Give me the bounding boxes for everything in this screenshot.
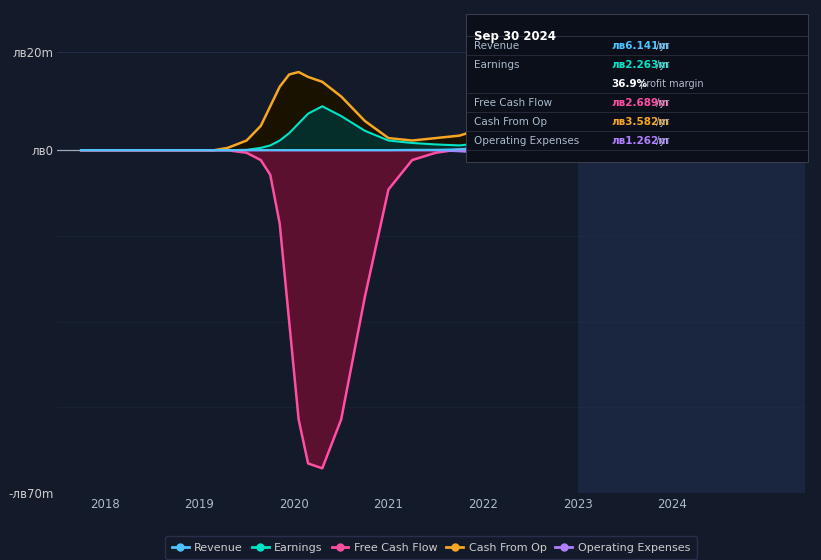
Text: Sep 30 2024: Sep 30 2024: [474, 30, 556, 43]
Text: profit margin: profit margin: [637, 78, 704, 88]
Text: /yr: /yr: [653, 59, 669, 69]
Text: лв6.141m: лв6.141m: [611, 40, 669, 50]
Text: лв3.582m: лв3.582m: [611, 116, 669, 127]
Text: Earnings: Earnings: [474, 59, 520, 69]
Text: /yr: /yr: [653, 97, 669, 108]
Text: Cash From Op: Cash From Op: [474, 116, 547, 127]
Text: /yr: /yr: [653, 136, 669, 146]
Bar: [578, 28, 805, 493]
Text: Operating Expenses: Operating Expenses: [474, 136, 580, 146]
Text: 36.9%: 36.9%: [611, 78, 647, 88]
Text: Free Cash Flow: Free Cash Flow: [474, 97, 553, 108]
Text: /yr: /yr: [653, 40, 669, 50]
Text: /yr: /yr: [653, 116, 669, 127]
Text: лв1.262m: лв1.262m: [611, 136, 669, 146]
Text: Revenue: Revenue: [474, 40, 519, 50]
Text: лв2.263m: лв2.263m: [611, 59, 669, 69]
Legend: Revenue, Earnings, Free Cash Flow, Cash From Op, Operating Expenses: Revenue, Earnings, Free Cash Flow, Cash …: [166, 536, 696, 559]
Text: лв2.689m: лв2.689m: [611, 97, 669, 108]
